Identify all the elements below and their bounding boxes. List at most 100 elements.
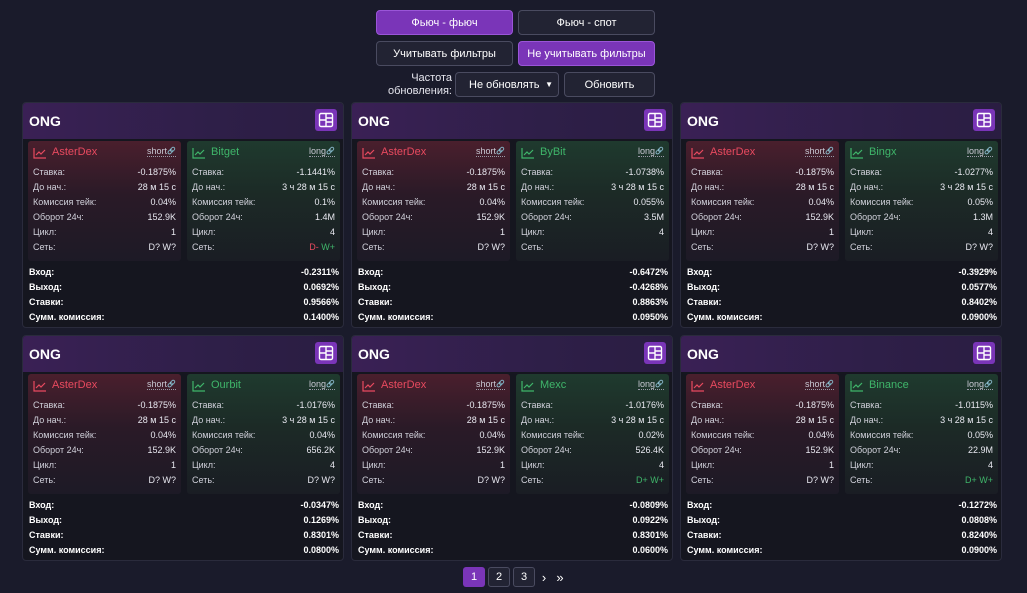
- exchange-name[interactable]: AsterDex: [710, 379, 756, 391]
- exchange-name[interactable]: Binance: [869, 379, 909, 391]
- network-status: D? W?: [148, 475, 176, 485]
- position-side-link[interactable]: short: [804, 379, 834, 390]
- exchange-name[interactable]: Bitget: [211, 146, 240, 158]
- exchange-name[interactable]: Ourbit: [211, 379, 241, 391]
- card-title: ONG: [687, 346, 719, 362]
- exchange-header: Mexc long: [516, 374, 669, 396]
- exchange-row-until: До нач.: 28 м 15 с: [362, 415, 505, 429]
- withdraw-status: W+: [321, 242, 335, 252]
- ignore-filters-button[interactable]: Не учитывать фильтры: [518, 41, 655, 66]
- network-status: D- W+: [309, 242, 335, 252]
- deposit-status: D-: [309, 242, 319, 252]
- row-value: 4: [329, 227, 335, 237]
- exchange-name[interactable]: Bingx: [869, 146, 897, 158]
- card-header: ONG: [23, 103, 343, 139]
- summary-value: -0.0347%: [300, 500, 339, 510]
- page-1-button[interactable]: 1: [463, 567, 485, 587]
- row-value: 28 м 15 с: [137, 415, 176, 425]
- chart-line-icon: [850, 146, 864, 159]
- layout-toggle-icon[interactable]: [315, 342, 337, 364]
- next-page-icon[interactable]: ›: [541, 569, 547, 585]
- exchange-row-rate: Ставка: -1.0738%: [521, 167, 664, 181]
- summary-row-entry: Вход: -0.6472%: [358, 267, 668, 281]
- exchange-row-fee: Комиссия тейк: 0.05%: [850, 197, 993, 211]
- exchange-row-cycle: Цикл: 1: [691, 227, 834, 241]
- deposit-status: D?: [806, 242, 818, 252]
- position-side-link[interactable]: long: [966, 146, 993, 157]
- row-value: 0.04%: [808, 430, 834, 440]
- withdraw-status: W?: [979, 242, 994, 252]
- summary-row-exit: Выход: -0.4268%: [358, 282, 668, 296]
- exchange-name[interactable]: AsterDex: [710, 146, 756, 158]
- position-side-link[interactable]: long: [308, 146, 335, 157]
- row-label: Сеть:: [850, 242, 873, 252]
- position-side-link[interactable]: short: [804, 146, 834, 157]
- exchange-row-turnover: Оборот 24ч: 656.2K: [192, 445, 335, 459]
- mode-futures-spot-button[interactable]: Фьюч - спот: [518, 10, 655, 35]
- exchange-name[interactable]: Mexc: [540, 379, 567, 391]
- exchange-header: AsterDex short: [357, 141, 510, 163]
- layout-toggle-icon[interactable]: [973, 109, 995, 131]
- layout-toggle-icon[interactable]: [644, 109, 666, 131]
- summary-row-exit: Выход: 0.0808%: [687, 515, 997, 529]
- position-side-link[interactable]: long: [966, 379, 993, 390]
- summary-value: 0.1269%: [303, 515, 339, 525]
- exchange-name[interactable]: AsterDex: [381, 146, 427, 158]
- row-label: До нач.:: [33, 415, 67, 425]
- page-3-button[interactable]: 3: [513, 567, 535, 587]
- summary-label: Сумм. комиссия:: [687, 312, 763, 322]
- row-label: Ставка:: [192, 400, 224, 410]
- apply-filters-button[interactable]: Учитывать фильтры: [376, 41, 513, 66]
- row-value: -0.1875%: [795, 400, 834, 410]
- exchange-name[interactable]: ByBit: [540, 146, 566, 158]
- exchange-row-fee: Комиссия тейк: 0.055%: [521, 197, 664, 211]
- position-side-link[interactable]: short: [146, 146, 176, 157]
- exchange-row-fee: Комиссия тейк: 0.04%: [362, 430, 505, 444]
- exchange-row-until: До нач.: 28 м 15 с: [691, 415, 834, 429]
- summary-row-exit: Выход: 0.0692%: [29, 282, 339, 296]
- summary-label: Выход:: [29, 515, 63, 525]
- exchange-row-fee: Комиссия тейк: 0.05%: [850, 430, 993, 444]
- layout-toggle-icon[interactable]: [973, 342, 995, 364]
- position-side-link[interactable]: long: [637, 379, 664, 390]
- layout-toggle-icon[interactable]: [644, 342, 666, 364]
- row-label: Цикл:: [691, 227, 715, 237]
- mode-futures-futures-button[interactable]: Фьюч - фьюч: [376, 10, 513, 35]
- summary-row-total_fee: Сумм. комиссия: 0.0900%: [687, 545, 997, 559]
- page-2-button[interactable]: 2: [488, 567, 510, 587]
- position-side-link[interactable]: short: [475, 379, 505, 390]
- row-value: 0.04%: [479, 430, 505, 440]
- layout-toggle-icon[interactable]: [315, 109, 337, 131]
- exchange-row-rate: Ставка: -1.1441%: [192, 167, 335, 181]
- row-label: Цикл:: [850, 227, 874, 237]
- row-value: 0.05%: [967, 430, 993, 440]
- row-value: 4: [658, 227, 664, 237]
- exchange-name[interactable]: AsterDex: [52, 379, 98, 391]
- update-frequency-select[interactable]: Не обновлять ▼: [455, 72, 559, 97]
- exchange-panel-left: AsterDex short Ставка: -0.1875% До нач.: 28 м…: [357, 141, 510, 261]
- card-header: ONG: [352, 103, 672, 139]
- exchange-name[interactable]: AsterDex: [52, 146, 98, 158]
- refresh-button[interactable]: Обновить: [564, 72, 655, 97]
- summary-label: Ставки:: [687, 297, 722, 307]
- exchange-row-rate: Ставка: -0.1875%: [691, 167, 834, 181]
- position-side-link[interactable]: long: [308, 379, 335, 390]
- row-label: Сеть:: [850, 475, 873, 485]
- last-page-icon[interactable]: »: [556, 569, 564, 585]
- exchange-name[interactable]: AsterDex: [381, 379, 427, 391]
- row-label: Оборот 24ч:: [192, 212, 243, 222]
- summary-value: 0.0922%: [632, 515, 668, 525]
- exchange-row-cycle: Цикл: 4: [850, 227, 993, 241]
- row-label: Ставка:: [33, 400, 65, 410]
- row-value: -0.1875%: [137, 167, 176, 177]
- network-status: D? W?: [477, 242, 505, 252]
- position-side-link[interactable]: long: [637, 146, 664, 157]
- row-value: 152.9K: [147, 212, 176, 222]
- exchange-row-fee: Комиссия тейк: 0.04%: [33, 197, 176, 211]
- position-side-link[interactable]: short: [146, 379, 176, 390]
- row-value: -0.1875%: [137, 400, 176, 410]
- summary-row-rates: Ставки: 0.8301%: [29, 530, 339, 544]
- position-side-link[interactable]: short: [475, 146, 505, 157]
- exchange-row-until: До нач.: 28 м 15 с: [362, 182, 505, 196]
- row-label: Ставка:: [850, 167, 882, 177]
